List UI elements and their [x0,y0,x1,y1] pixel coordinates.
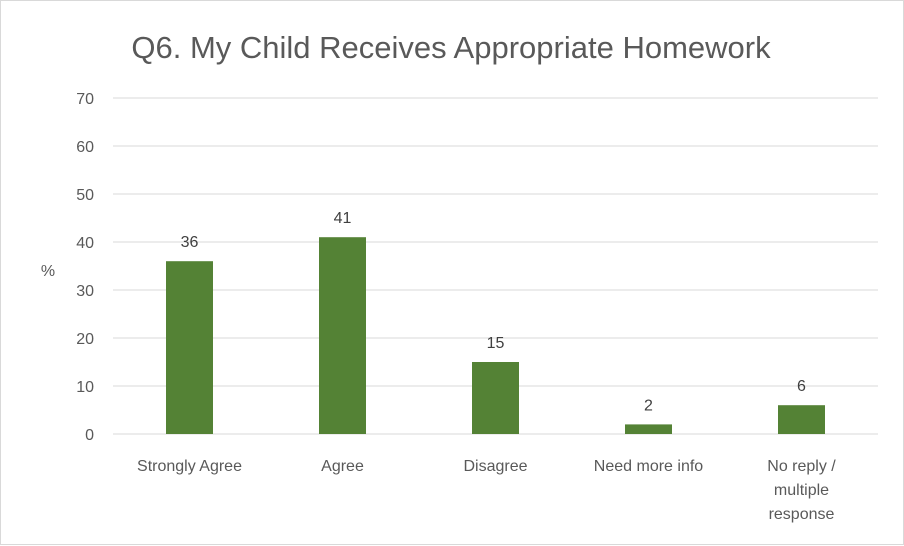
y-tick-label: 20 [76,331,94,348]
data-label: 15 [487,335,505,352]
y-tick-label: 30 [76,283,94,300]
chart-title: Q6. My Child Receives Appropriate Homewo… [131,30,771,65]
y-tick-label: 70 [76,91,94,108]
y-tick-label: 40 [76,235,94,252]
category-label-line: Strongly Agree [137,458,242,475]
data-label: 2 [644,397,653,414]
category-label-line: Agree [321,458,364,475]
data-labels: 36 41 15 2 6 [181,210,806,414]
bars [166,237,825,434]
y-tick-label: 0 [85,427,94,444]
y-tick-label: 10 [76,379,94,396]
gridlines [113,97,878,435]
bar [166,261,213,434]
y-axis-label: % [41,263,55,280]
x-axis-categories: Strongly Agree Agree Disagree Need more inf… [137,458,836,523]
bar [319,237,366,434]
y-tick-label: 60 [76,139,94,156]
category-label: Need more info [594,458,703,475]
category-label-line: response [769,506,835,523]
bar [778,405,825,434]
bar [625,424,672,434]
data-label: 41 [334,210,352,227]
category-label-line: Disagree [463,458,527,475]
category-label: Disagree [463,458,527,475]
category-label-line: multiple [774,482,829,499]
category-label: Strongly Agree [137,458,242,475]
data-label: 36 [181,234,199,251]
data-label: 6 [797,378,806,395]
bar [472,362,519,434]
category-label: Agree [321,458,364,475]
category-label: No reply / multiple response [767,458,836,523]
category-label-line: No reply / [767,458,836,475]
y-tick-label: 50 [76,187,94,204]
category-label-line: Need more info [594,458,703,475]
y-axis-ticks: 0 10 20 30 40 50 60 70 [76,91,94,444]
